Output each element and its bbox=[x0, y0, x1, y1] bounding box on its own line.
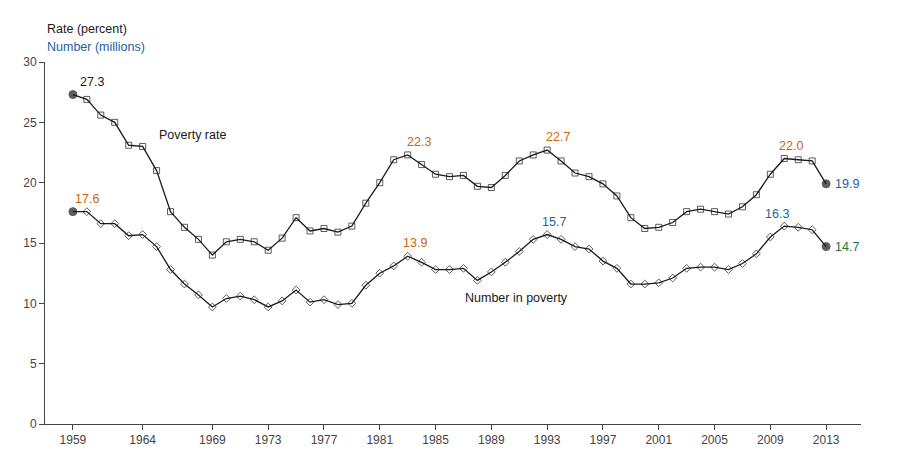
svg-text:1989: 1989 bbox=[478, 433, 505, 447]
svg-text:27.3: 27.3 bbox=[80, 75, 104, 89]
svg-text:22.3: 22.3 bbox=[407, 135, 431, 149]
svg-text:22.0: 22.0 bbox=[779, 139, 803, 153]
svg-text:1981: 1981 bbox=[366, 433, 393, 447]
svg-text:2001: 2001 bbox=[645, 433, 672, 447]
svg-text:22.7: 22.7 bbox=[546, 130, 570, 144]
svg-text:10: 10 bbox=[23, 297, 37, 311]
svg-text:1985: 1985 bbox=[422, 433, 449, 447]
svg-text:1973: 1973 bbox=[255, 433, 282, 447]
svg-text:1969: 1969 bbox=[199, 433, 226, 447]
svg-text:Poverty rate: Poverty rate bbox=[159, 128, 226, 142]
svg-text:20: 20 bbox=[23, 176, 37, 190]
svg-text:25: 25 bbox=[23, 116, 37, 130]
svg-text:2009: 2009 bbox=[757, 433, 784, 447]
svg-text:Number in poverty: Number in poverty bbox=[465, 291, 568, 305]
svg-text:1993: 1993 bbox=[534, 433, 561, 447]
svg-text:1977: 1977 bbox=[311, 433, 338, 447]
svg-text:0: 0 bbox=[30, 417, 37, 431]
svg-text:1997: 1997 bbox=[590, 433, 617, 447]
svg-text:14.7: 14.7 bbox=[835, 240, 859, 254]
svg-text:19.9: 19.9 bbox=[835, 177, 859, 191]
svg-text:17.6: 17.6 bbox=[75, 192, 99, 206]
svg-text:30: 30 bbox=[23, 55, 37, 69]
svg-text:1959: 1959 bbox=[60, 433, 87, 447]
svg-text:1964: 1964 bbox=[129, 433, 156, 447]
svg-text:Rate (percent): Rate (percent) bbox=[47, 22, 127, 36]
svg-text:13.9: 13.9 bbox=[403, 236, 427, 250]
svg-text:2013: 2013 bbox=[813, 433, 840, 447]
svg-text:Number (millions): Number (millions) bbox=[47, 40, 145, 54]
svg-text:2005: 2005 bbox=[701, 433, 728, 447]
svg-text:15.7: 15.7 bbox=[542, 215, 566, 229]
svg-text:5: 5 bbox=[30, 357, 37, 371]
svg-text:15: 15 bbox=[23, 236, 37, 250]
svg-text:16.3: 16.3 bbox=[765, 207, 789, 221]
